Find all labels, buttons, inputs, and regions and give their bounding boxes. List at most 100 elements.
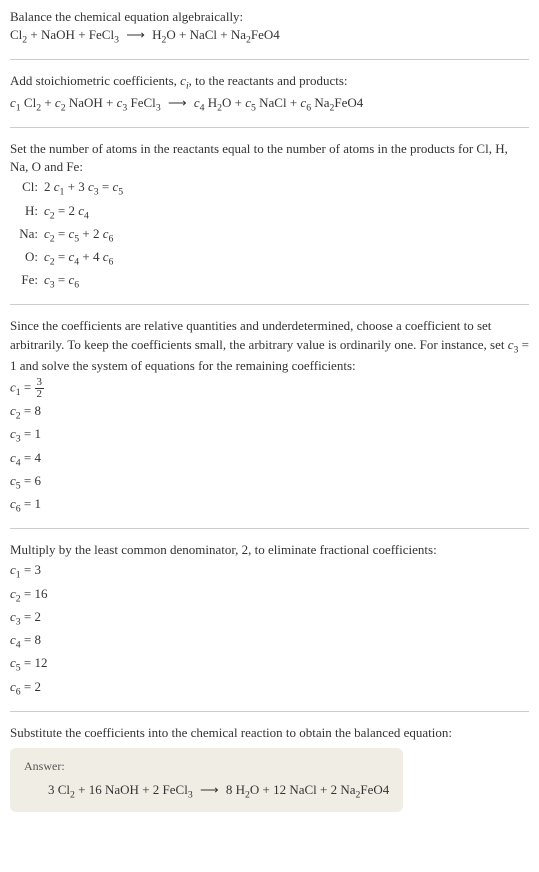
coeff-row: c6 = 1 [10,495,529,516]
eq: c2 = c4 + 4 c6 [44,248,113,269]
section-multiply: Multiply by the least common denominator… [10,541,529,699]
divider [10,127,529,128]
text: = [55,272,69,287]
chem: O [166,27,175,42]
arrow-icon: ⟶ [122,27,149,42]
text: + [41,95,55,110]
element-label: Na: [10,225,38,243]
text: = 3 [21,562,41,577]
text: + 2 [79,226,103,241]
chem: Cl [21,95,37,110]
eq-row: Cl: 2 c1 + 3 c3 = c5 [10,178,529,199]
eq: c2 = c5 + 2 c6 [44,225,113,246]
text: = 8 [21,632,41,647]
subscript: 6 [109,233,114,244]
text: = 8 [21,403,41,418]
divider [10,711,529,712]
balanced-equation: 3 Cl2 + 16 NaOH + 2 FeCl3 ⟶ 8 H2O + 12 N… [24,781,389,802]
coeff-row: c3 = 2 [10,608,529,629]
text-line: Balance the chemical equation algebraica… [10,8,529,26]
subscript: 5 [118,187,123,198]
chem: 8 H [226,782,245,797]
subscript: 6 [109,257,114,268]
text: = 4 [21,450,41,465]
element-label: O: [10,248,38,266]
chem: Cl [10,27,22,42]
text: = [55,249,69,264]
chem: + 16 NaOH + 2 FeCl [75,782,188,797]
text: = 2 [21,609,41,624]
chem: O + [222,95,245,110]
text: = 2 [55,203,79,218]
text: + 4 [79,249,103,264]
fraction: 32 [35,377,45,400]
chem: 3 Cl [48,782,70,797]
chem: FeO4 [334,95,363,110]
text: Since the coefficients are relative quan… [10,318,508,351]
eq-row: O: c2 = c4 + 4 c6 [10,248,529,269]
coeff-row: c6 = 2 [10,678,529,699]
text: = 12 [21,655,48,670]
denominator: 2 [35,389,45,400]
subscript: 3 [114,35,119,46]
chem: FeO4 [360,782,389,797]
answer-box: Answer: 3 Cl2 + 16 NaOH + 2 FeCl3 ⟶ 8 H2… [10,748,403,812]
answer-label: Answer: [24,758,389,775]
chem: O + 12 NaCl + 2 Na [250,782,356,797]
text: , to the reactants and products: [189,73,348,88]
text-line: Add stoichiometric coefficients, ci, to … [10,72,529,93]
text-line: Set the number of atoms in the reactants… [10,140,529,176]
subscript: 6 [74,280,79,291]
text: Add stoichiometric coefficients, [10,73,180,88]
chem: H [204,95,217,110]
coeff-row: c4 = 4 [10,449,529,470]
coeff-row: c5 = 12 [10,654,529,675]
element-label: Cl: [10,178,38,196]
subscript: 3 [188,789,193,800]
chem: Na [311,95,329,110]
text: = [21,380,35,395]
chem: NaCl + [256,95,301,110]
chem: NaOH + [66,95,117,110]
chem: + NaOH + FeCl [27,27,114,42]
equation: c1 Cl2 + c2 NaOH + c3 FeCl3 ⟶ c4 H2O + c… [10,94,529,115]
subscript: 3 [156,102,161,113]
chem: + NaCl + Na [176,27,246,42]
section-solve: Since the coefficients are relative quan… [10,317,529,516]
text: = 2 [21,679,41,694]
coeff-row: c5 = 6 [10,472,529,493]
eq-row: Fe: c3 = c6 [10,271,529,292]
element-label: Fe: [10,271,38,289]
arrow-icon: ⟶ [164,95,191,110]
coefficient-list: c1 = 32 c2 = 8 c3 = 1 c4 = 4 c5 = 6 c6 =… [10,377,529,516]
coeff-row: c2 = 8 [10,402,529,423]
eq-row: H: c2 = 2 c4 [10,202,529,223]
eq-row: Na: c2 = c5 + 2 c6 [10,225,529,246]
text: = 1 [21,496,41,511]
eq: c2 = 2 c4 [44,202,89,223]
coeff-row: c1 = 32 [10,377,529,400]
coeff-row: c3 = 1 [10,425,529,446]
text: = 1 [21,426,41,441]
atom-equations: Cl: 2 c1 + 3 c3 = c5 H: c2 = 2 c4 Na: c2… [10,178,529,292]
section-atom-balance: Set the number of atoms in the reactants… [10,140,529,293]
coeff-row: c2 = 16 [10,585,529,606]
divider [10,59,529,60]
coeff-row: c1 = 3 [10,561,529,582]
chem: FeO4 [251,27,280,42]
section-stoich: Add stoichiometric coefficients, ci, to … [10,72,529,114]
text: = [55,226,69,241]
text: = 6 [21,473,41,488]
coeff-row: c4 = 8 [10,631,529,652]
text-line: Substitute the coefficients into the che… [10,724,529,742]
eq: 2 c1 + 3 c3 = c5 [44,178,123,199]
divider [10,528,529,529]
equation: Cl2 + NaOH + FeCl3 ⟶ H2O + NaCl + Na2FeO… [10,26,529,47]
subscript: 4 [84,210,89,221]
section-balance-intro: Balance the chemical equation algebraica… [10,8,529,47]
text-line: Multiply by the least common denominator… [10,541,529,559]
arrow-icon: ⟶ [196,782,223,797]
text: 2 [44,179,54,194]
text: = [99,179,113,194]
section-answer: Substitute the coefficients into the che… [10,724,529,812]
